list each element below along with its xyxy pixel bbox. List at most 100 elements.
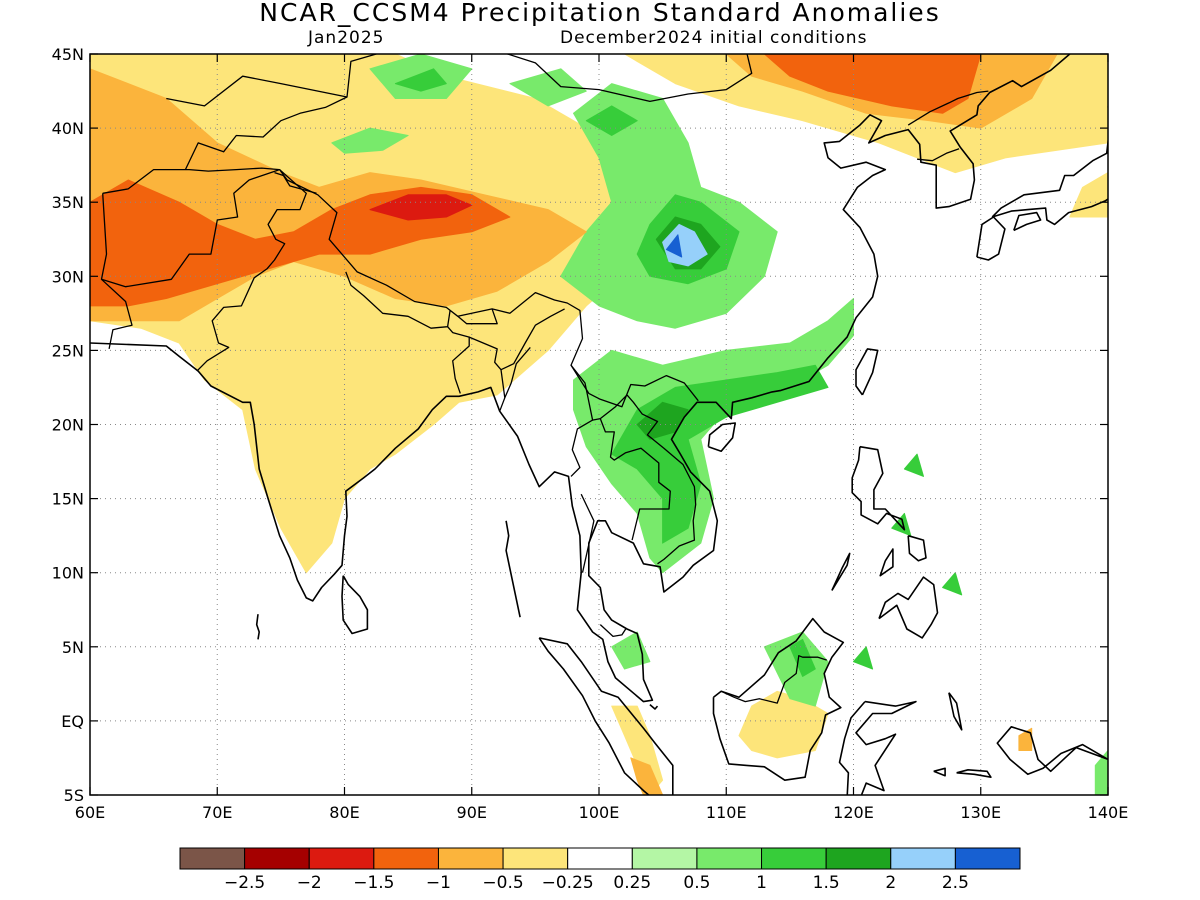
country-border bbox=[505, 54, 753, 103]
colorbar-swatch bbox=[761, 847, 827, 870]
anomaly-region bbox=[903, 453, 924, 477]
country-border bbox=[599, 394, 697, 565]
colorbar: −2.5 −2 −1.5 −1 −0.5 −0.25 0.25 0.5 1 1.5 2 2.5 bbox=[179, 847, 1021, 893]
coastline bbox=[878, 576, 939, 639]
country-border bbox=[166, 75, 348, 107]
colorbar-label: −1.5 bbox=[353, 873, 394, 893]
colorbar-swatch bbox=[825, 847, 892, 870]
colorbar-label: −2 bbox=[297, 873, 322, 893]
anomaly-region bbox=[394, 68, 447, 92]
country-border bbox=[907, 90, 989, 126]
coastline bbox=[976, 216, 1006, 261]
country-border bbox=[345, 271, 451, 329]
country-borders bbox=[100, 0, 989, 704]
country-border bbox=[500, 308, 565, 371]
coastline bbox=[712, 617, 845, 782]
country-border bbox=[274, 171, 317, 194]
country-border bbox=[599, 624, 627, 638]
colorbar-label: −2.5 bbox=[224, 873, 265, 893]
coastline bbox=[707, 422, 737, 453]
country-border bbox=[100, 193, 133, 350]
coastline bbox=[933, 767, 946, 777]
map-axes: 60E 70E 80E 90E 100E 110E 120E 130E 140E 45N 40N 35… bbox=[52, 45, 1129, 822]
lon-tick-label: 130E bbox=[960, 803, 1001, 822]
coastline bbox=[831, 552, 851, 591]
coastline bbox=[991, 135, 1108, 226]
anomaly-region bbox=[1094, 750, 1108, 795]
colorbar-swatch bbox=[437, 847, 504, 870]
anomaly-region bbox=[1018, 727, 1033, 751]
coastline bbox=[855, 348, 879, 396]
lat-tick-label: 5N bbox=[62, 638, 84, 657]
country-border bbox=[468, 336, 506, 412]
colorbar-label: 0.25 bbox=[613, 873, 651, 893]
coastline bbox=[758, 799, 790, 802]
lon-tick-label: 100E bbox=[579, 803, 620, 822]
country-border bbox=[504, 346, 531, 399]
lat-tick-label: 45N bbox=[52, 45, 84, 64]
anomaly-region bbox=[789, 638, 816, 677]
anomaly-region bbox=[630, 757, 664, 795]
coastline bbox=[1107, 105, 1108, 108]
anomaly-region bbox=[853, 646, 874, 670]
lat-tick-label: 10N bbox=[52, 564, 84, 583]
lon-tick-label: 60E bbox=[75, 803, 105, 822]
anomaly-region bbox=[665, 234, 683, 258]
map-title: NCAR_CCSM4 Precipitation Standard Anomal… bbox=[259, 0, 941, 27]
coastline bbox=[538, 637, 674, 795]
country-border bbox=[101, 168, 280, 288]
anomaly-region bbox=[891, 512, 912, 537]
colorbar-label: 1.5 bbox=[813, 873, 840, 893]
coastline bbox=[907, 534, 927, 562]
colorbar-label: 0.5 bbox=[683, 873, 710, 893]
coastline bbox=[851, 445, 906, 531]
colorbar-swatch bbox=[696, 847, 763, 870]
lat-tick-label: 20N bbox=[52, 416, 84, 435]
country-border bbox=[917, 148, 960, 162]
colorbar-label: −0.25 bbox=[542, 873, 594, 893]
lon-tick-label: 90E bbox=[457, 803, 487, 822]
colorbar-swatch bbox=[890, 847, 956, 870]
country-border bbox=[457, 308, 498, 325]
country-border bbox=[570, 364, 671, 541]
coastline bbox=[1013, 211, 1042, 232]
forecast-month: Jan2025 bbox=[308, 28, 385, 48]
coastline bbox=[505, 520, 521, 618]
lon-tick-label: 80E bbox=[329, 803, 359, 822]
colorbar-swatch bbox=[373, 847, 439, 870]
colorbar-swatch bbox=[631, 847, 698, 870]
colorbar-swatch bbox=[567, 847, 633, 870]
lat-tick-label: 35N bbox=[52, 193, 84, 212]
country-border bbox=[847, 0, 908, 47]
country-border bbox=[184, 54, 377, 170]
lat-tick-label: 5S bbox=[64, 786, 84, 805]
coastline bbox=[948, 692, 963, 731]
lat-tick-label: 30N bbox=[52, 267, 84, 286]
country-border bbox=[447, 326, 470, 394]
anomaly-region bbox=[611, 631, 651, 670]
country-border bbox=[720, 655, 828, 704]
coastline bbox=[838, 700, 917, 795]
colorbar-swatch bbox=[502, 847, 569, 870]
country-border bbox=[570, 419, 593, 477]
coastline bbox=[341, 575, 369, 635]
coastline bbox=[255, 614, 261, 640]
lat-tick-label: 15N bbox=[52, 490, 84, 509]
anomaly-region bbox=[763, 54, 982, 114]
anomaly-region bbox=[662, 223, 708, 267]
lat-tick-label: EQ bbox=[61, 712, 84, 731]
colorbar-swatch bbox=[308, 847, 375, 870]
lat-tick-label: 25N bbox=[52, 341, 84, 360]
coastline bbox=[996, 725, 1108, 776]
colorbar-swatch bbox=[954, 847, 1021, 870]
anomaly-region bbox=[509, 68, 587, 107]
lon-tick-label: 110E bbox=[706, 803, 747, 822]
country-border bbox=[580, 493, 595, 573]
coastline bbox=[90, 54, 1071, 703]
colorbar-label: 1 bbox=[756, 873, 767, 893]
initial-conditions-label: December2024 initial conditions bbox=[560, 28, 868, 48]
lon-tick-label: 140E bbox=[1088, 803, 1129, 822]
colorbar-label: 2 bbox=[885, 873, 896, 893]
anomaly-shading bbox=[90, 54, 1108, 795]
